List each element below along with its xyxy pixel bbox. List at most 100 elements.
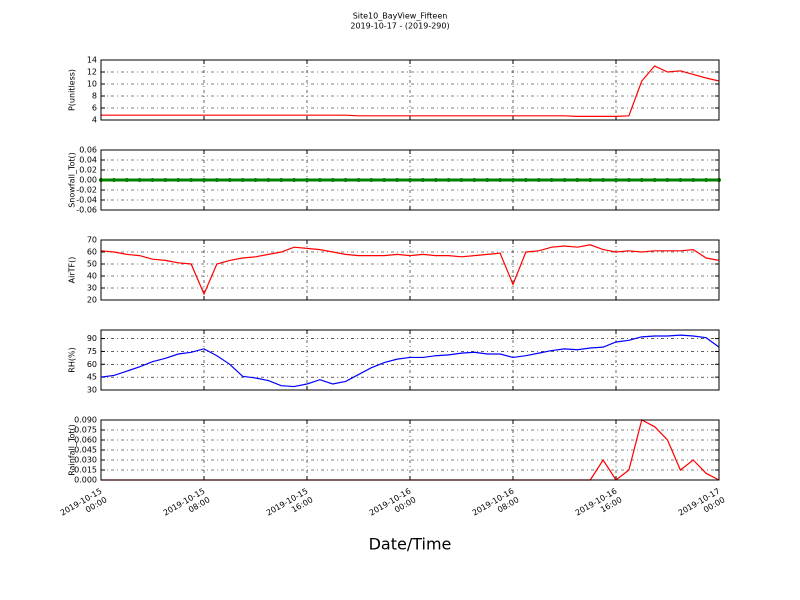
plot-frame [100,239,720,301]
y-tick-label: 75 [87,347,97,356]
data-point [214,178,219,182]
y-tick-label: 20 [87,296,97,305]
chart-subtitle: 2019-10-17 - (2019-290) [350,22,449,31]
data-point [691,178,696,182]
data-line [100,334,720,388]
y-tick-label: 45 [87,373,97,382]
data-point [408,178,412,182]
data-point [253,178,258,182]
y-axis-label: Rainfall_Tot() [68,424,77,476]
data-point [150,178,155,182]
data-point [124,178,129,182]
data-point [562,178,567,182]
data-point [639,178,644,182]
y-tick-label: 0.075 [74,426,97,435]
y-tick-label: 30 [87,284,97,293]
y-tick-label: -0.06 [76,206,97,215]
data-point [511,178,515,182]
y-tick-label: 0.000 [74,476,97,485]
data-point [459,178,464,182]
y-tick-label: 12 [87,68,97,77]
data-point [652,178,657,182]
plot-frame [100,419,720,481]
plot-frame [100,149,720,211]
y-tick-label: 0.045 [74,446,97,455]
data-line [100,244,720,296]
data-point [330,178,335,182]
data-point [420,178,425,182]
y-tick-label: 60 [87,360,97,369]
data-point [614,178,618,182]
data-point [395,178,400,182]
data-point [704,178,709,182]
data-point [137,178,142,182]
data-point [498,178,503,182]
y-tick-label: -0.04 [76,196,97,205]
data-point [240,178,245,182]
data-line [101,65,720,117]
data-point [202,178,206,182]
data-point [433,178,438,182]
chart-title: Site10_BayView_Fifteen [353,12,448,21]
y-tick-label: 90 [87,334,97,343]
y-axis-label: P(unitless) [68,69,77,111]
data-point [176,178,181,182]
data-point [601,178,606,182]
y-tick-label: 60 [87,248,97,257]
data-point [485,178,490,182]
data-point [317,178,322,182]
data-point [279,178,284,182]
y-tick-label: 6 [92,104,97,113]
data-point [536,178,541,182]
x-axis-label: Date/Time [369,535,452,554]
y-tick-label: 14 [87,56,97,65]
y-tick-label: -0.02 [76,186,97,195]
plot-frame [100,59,720,121]
data-point [266,178,271,182]
y-tick-label: 70 [87,236,97,245]
data-point [382,178,387,182]
x-tick-label: 2019-10-1616:00 [573,486,623,526]
data-point [523,178,528,182]
data-point [549,178,554,182]
data-point [163,178,168,182]
y-tick-label: 0.015 [74,466,97,475]
x-tick-label: 2019-10-1500:00 [58,486,108,526]
data-point [678,178,683,182]
y-tick-label: 0.060 [74,436,97,445]
y-tick-label: 0.02 [79,166,97,175]
data-point [665,178,670,182]
y-tick-label: 30 [87,386,97,395]
data-point [343,178,348,182]
x-tick-label: 2019-10-1608:00 [470,486,520,526]
data-point [189,178,194,182]
y-tick-label: 8 [92,92,97,101]
data-point [446,178,451,182]
data-point [575,178,580,182]
y-tick-label: 0.04 [79,156,97,165]
y-tick-label: 40 [87,272,97,281]
x-tick-label: 2019-10-1516:00 [264,486,314,526]
data-point [111,178,116,182]
y-tick-label: 10 [87,80,97,89]
data-point [588,178,593,182]
data-point [472,178,477,182]
y-tick-label: 4 [92,116,97,125]
x-tick-label: 2019-10-1600:00 [367,486,417,526]
data-point [356,178,361,182]
x-tick-label: 2019-10-1700:00 [676,486,726,526]
y-axis-label: AirTF() [68,257,77,284]
y-axis-label: RH(%) [68,347,77,372]
y-tick-label: 50 [87,260,97,269]
data-point [305,178,309,182]
y-tick-label: 0.00 [79,176,97,185]
y-tick-label: 0.090 [74,416,97,425]
data-point [626,178,631,182]
x-tick-label: 2019-10-1508:00 [161,486,211,526]
data-point [292,178,297,182]
data-point [227,178,232,182]
data-point [369,178,374,182]
plot-frame [100,329,720,391]
y-tick-label: 0.030 [74,456,97,465]
